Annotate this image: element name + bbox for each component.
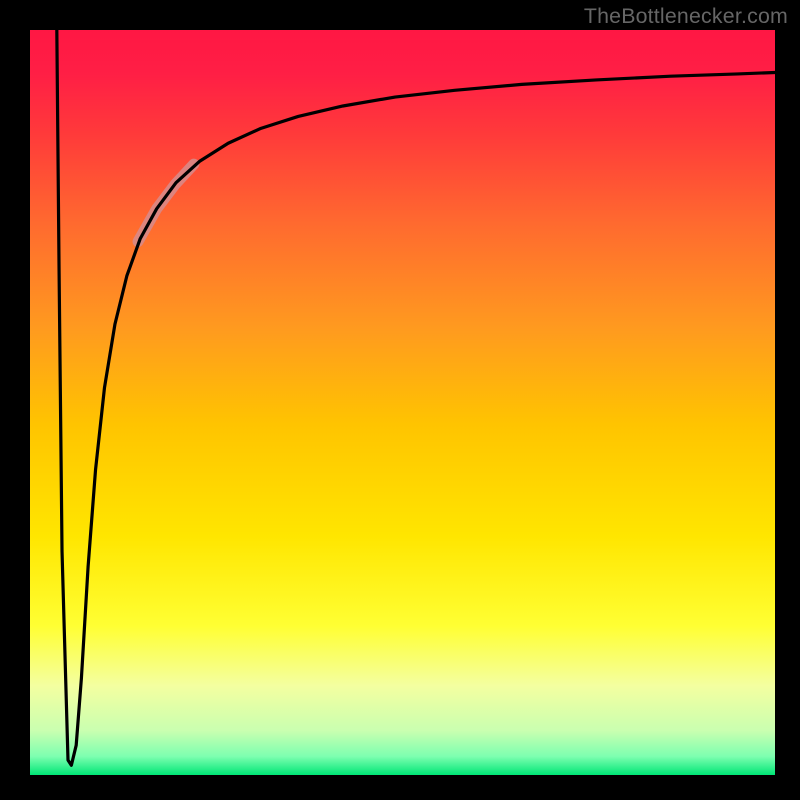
plot-background: [30, 30, 775, 775]
bottleneck-chart: [0, 0, 800, 800]
chart-container: TheBottlenecker.com: [0, 0, 800, 800]
